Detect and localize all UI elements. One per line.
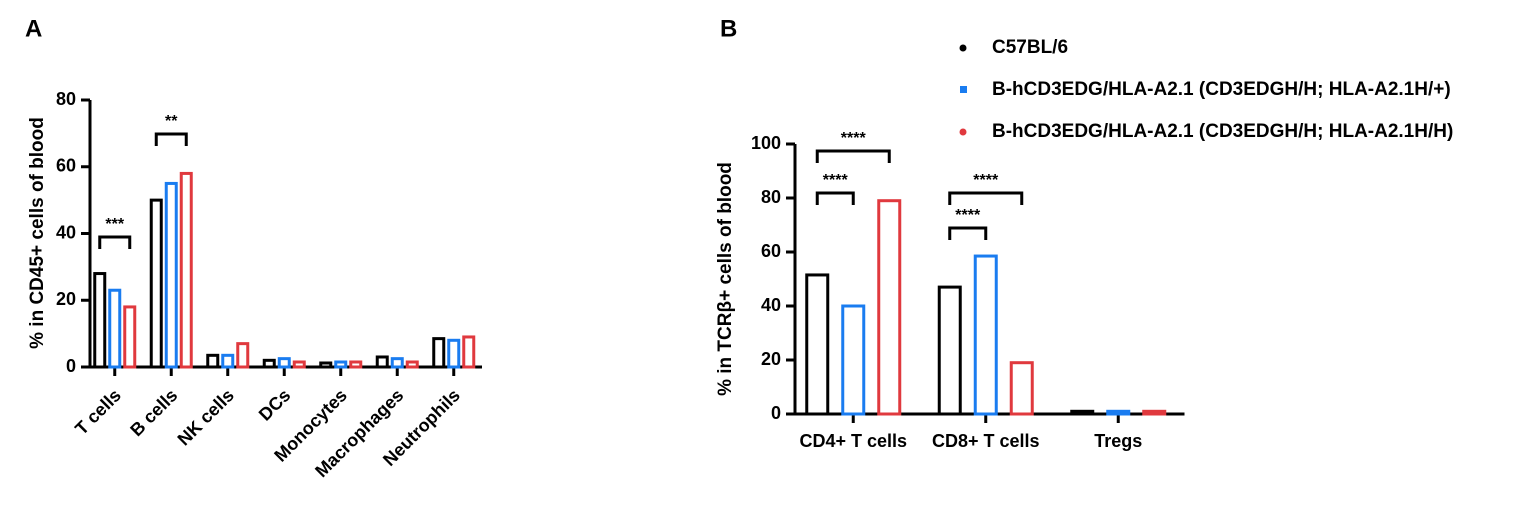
x-tick-label: T cells [71, 385, 125, 439]
legend-label: C57BL/6 [992, 37, 1068, 58]
bar [805, 273, 830, 416]
y-tick-label: 80 [56, 89, 76, 109]
panel-label: A [25, 15, 42, 42]
bar [877, 199, 902, 416]
significance-label: ** [165, 113, 178, 130]
significance-bracket [815, 149, 891, 163]
bar [179, 171, 193, 369]
y-tick-label: 60 [761, 241, 781, 261]
significance-label: *** [105, 216, 124, 233]
bar [447, 338, 461, 369]
significance-label: **** [823, 172, 849, 189]
significance-label: **** [955, 207, 981, 224]
chart-panel: A % in CD45+ cells of blood 0 20 40 60 80 T cel… [25, 15, 482, 481]
legend-label: B-hCD3EDG/HLA-A2.1 (CD3EDGH/H; HLA-A2.1H… [992, 121, 1453, 142]
panel-label: B [720, 15, 737, 42]
bar [462, 335, 476, 369]
bar [349, 360, 363, 369]
bar [405, 360, 419, 369]
y-tick-label: 40 [56, 222, 76, 242]
significance-label: **** [973, 172, 999, 189]
significance-bracket [815, 191, 855, 205]
x-tick-label: Tregs [1094, 431, 1142, 451]
y-tick-label: 100 [751, 133, 781, 153]
x-tick-label: DCs [255, 385, 295, 425]
y-tick-label: 20 [56, 289, 76, 309]
bar [236, 342, 250, 369]
y-tick-label: 40 [761, 295, 781, 315]
bar [1070, 409, 1095, 416]
y-axis-label: % in TCRβ+ cells of blood [715, 162, 736, 396]
y-tick-label: 80 [761, 187, 781, 207]
bar [432, 337, 446, 369]
bar [292, 360, 306, 369]
bar [973, 254, 998, 416]
significance-label: **** [841, 130, 867, 147]
bar [206, 353, 220, 369]
bar [123, 305, 137, 369]
legend-label: B-hCD3EDG/HLA-A2.1 (CD3EDGH/H; HLA-A2.1H… [992, 79, 1451, 100]
significance-bracket [948, 226, 988, 240]
bar [375, 355, 389, 369]
bar [319, 361, 333, 369]
bar [390, 357, 404, 369]
bar [334, 360, 348, 369]
bar [1009, 361, 1034, 416]
x-tick-label: CD8+ T cells [932, 431, 1040, 451]
bar [262, 358, 276, 369]
significance-bracket [98, 235, 132, 249]
legend-marker [960, 86, 967, 93]
bar [221, 353, 235, 369]
y-tick-label: 60 [56, 156, 76, 176]
bar [277, 357, 291, 369]
bar [1142, 409, 1167, 416]
bar [937, 285, 962, 416]
legend-marker [959, 44, 967, 52]
y-tick-label: 0 [771, 403, 781, 423]
bar [108, 288, 122, 369]
y-tick-label: 20 [761, 349, 781, 369]
bar [149, 198, 163, 369]
bar [841, 304, 866, 416]
bar [164, 181, 178, 369]
legend-marker [959, 128, 967, 136]
significance-bracket [948, 191, 1024, 205]
x-tick-label: CD4+ T cells [799, 431, 907, 451]
y-tick-label: 0 [66, 356, 76, 376]
chart-panel: B % in TCRβ+ cells of blood 0 20 40 60 80 100 CD… [715, 15, 1453, 450]
bar [93, 272, 107, 369]
x-tick-label: B cells [126, 385, 181, 440]
x-tick-label: NK cells [174, 385, 238, 449]
bar [1106, 409, 1131, 416]
y-axis-label: % in CD45+ cells of blood [27, 117, 48, 349]
significance-bracket [154, 132, 188, 146]
